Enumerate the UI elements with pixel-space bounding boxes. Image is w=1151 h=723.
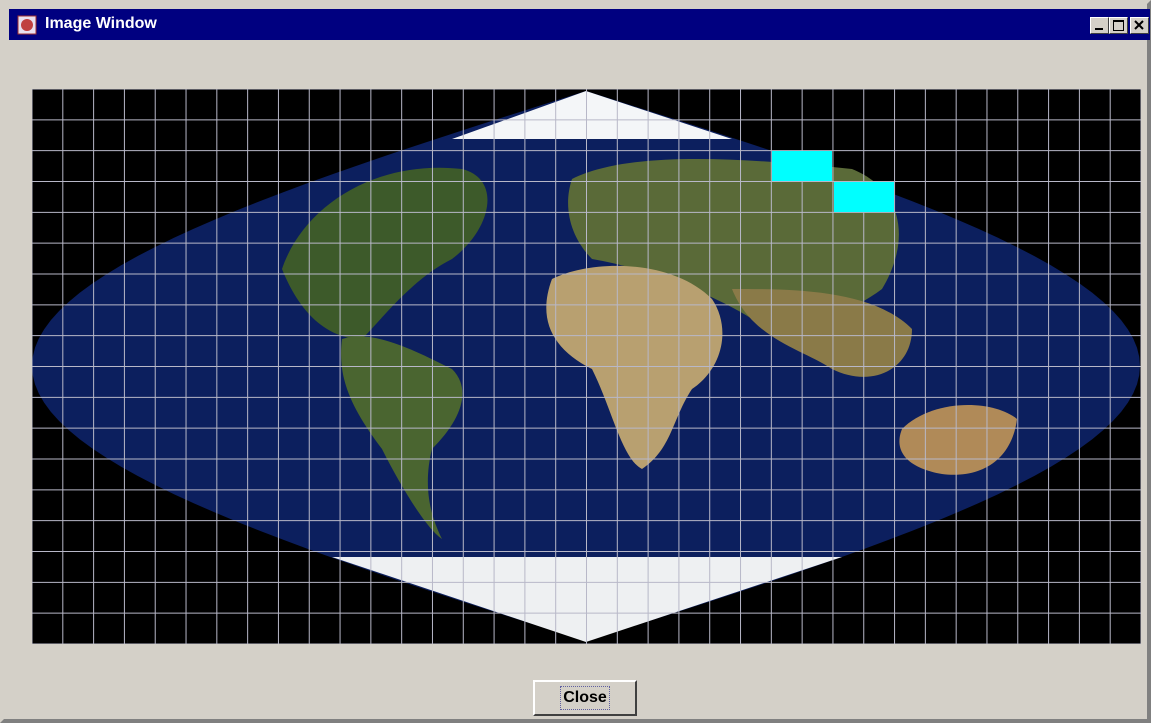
window-icon: [17, 15, 37, 35]
close-button[interactable]: Close: [533, 680, 637, 716]
title-bar: Image Window: [9, 9, 1150, 40]
map-image: [32, 89, 1141, 644]
grid: [32, 89, 1141, 644]
minimize-button[interactable]: [1090, 17, 1109, 34]
maximize-button[interactable]: [1109, 17, 1128, 34]
close-button-label: Close: [560, 686, 610, 710]
close-window-button[interactable]: [1130, 17, 1149, 34]
selected-cells: [772, 151, 894, 212]
arctic: [452, 91, 732, 139]
window-title: Image Window: [45, 15, 157, 32]
